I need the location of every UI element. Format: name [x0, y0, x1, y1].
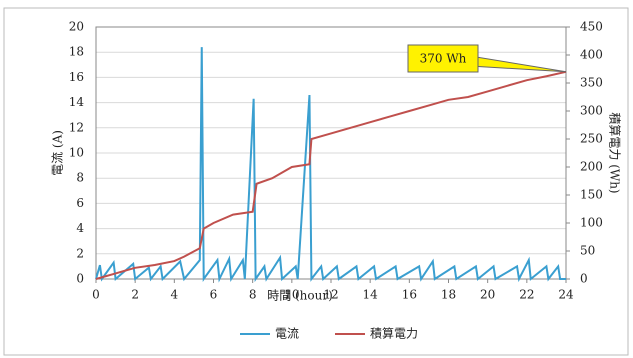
y-tick-label: 6 [76, 196, 84, 210]
series-line [95, 70, 567, 280]
x-tick-label: 14 [363, 288, 379, 302]
y2-tick-label: 350 [580, 76, 603, 90]
y2-tick-label: 50 [580, 244, 595, 258]
chart-frame [3, 7, 629, 356]
y2-tick-label: 250 [580, 132, 603, 146]
x-tick-label: 24 [558, 288, 574, 302]
x-tick-label: 16 [402, 288, 417, 302]
y2-tick-label: 300 [580, 104, 603, 118]
y2-axis-title: 積算電力 (Wh) [608, 112, 623, 193]
y-tick-label: 14 [69, 95, 85, 109]
y-tick-label: 4 [76, 221, 84, 235]
x-tick-label: 12 [323, 288, 338, 302]
x-tick-label: 20 [480, 288, 495, 302]
y-tick-label: 20 [69, 20, 84, 34]
y2-tick-label: 150 [580, 188, 603, 202]
y-tick-label: 8 [76, 171, 84, 185]
x-tick-label: 0 [92, 288, 100, 302]
y-tick-label: 16 [69, 70, 84, 84]
y-tick-label: 18 [69, 45, 84, 59]
y-tick-label: 10 [69, 146, 84, 160]
x-tick-label: 22 [519, 288, 534, 302]
annotation-box [407, 44, 479, 73]
annotation-pointer [469, 55, 567, 73]
y2-tick-label: 400 [580, 48, 603, 62]
y2-tick-label: 100 [580, 216, 603, 230]
x-tick-label: 18 [441, 288, 456, 302]
x-tick-label: 2 [131, 288, 139, 302]
legend-label: 積算電力 [370, 326, 418, 341]
series-line [95, 47, 566, 283]
y2-tick-label: 0 [580, 272, 588, 286]
x-tick-label: 8 [249, 288, 257, 302]
x-axis-title: 時間 (hour) [267, 289, 333, 303]
legend-label: 電流 [275, 327, 299, 341]
y2-tick-label: 200 [580, 160, 603, 174]
plot-frame [95, 26, 567, 280]
y-tick-label: 0 [76, 272, 84, 286]
x-tick-label: 10 [284, 288, 299, 302]
x-tick-label: 4 [171, 288, 179, 302]
y-tick-label: 12 [69, 120, 84, 134]
y-tick-label: 2 [76, 246, 84, 260]
x-tick-label: 6 [210, 288, 218, 302]
annotation-text: 370 Wh [420, 52, 467, 66]
y-axis-title: 電流 (A) [51, 130, 65, 176]
y2-tick-label: 450 [580, 20, 603, 34]
